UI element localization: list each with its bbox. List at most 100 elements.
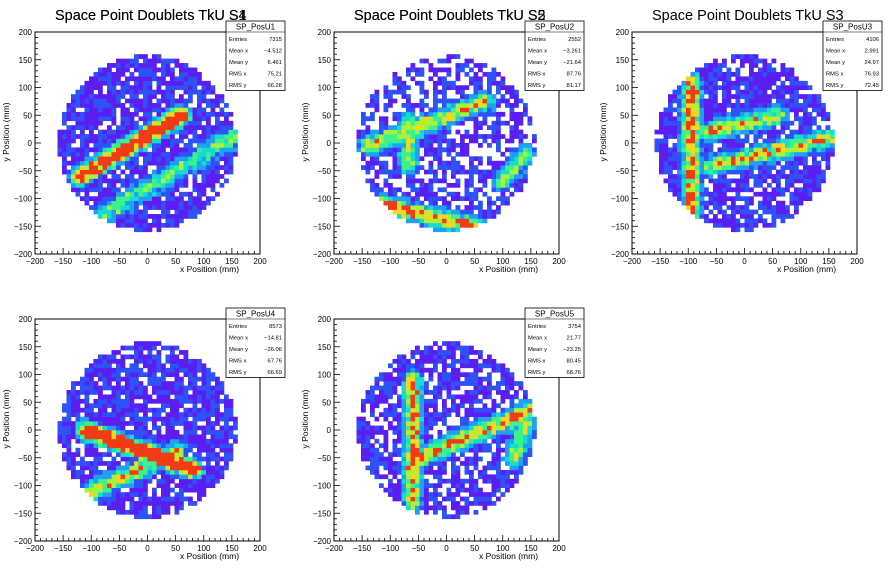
- heatmap-cell: [419, 98, 425, 104]
- heatmap-cell: [758, 76, 763, 82]
- heatmap-cell: [424, 425, 429, 431]
- heatmap-cell: [419, 381, 425, 386]
- heatmap-cell: [84, 461, 90, 466]
- heatmap-cell: [455, 107, 461, 113]
- heatmap-cell: [388, 465, 393, 471]
- heatmap-cell: [179, 76, 184, 82]
- heatmap-cell: [410, 372, 416, 378]
- heatmap-cell: [84, 147, 90, 153]
- heatmap-cell: [514, 134, 519, 139]
- heatmap-cell: [224, 407, 229, 413]
- heatmap-cell: [192, 358, 198, 364]
- heatmap-cell: [419, 416, 425, 422]
- stats-value: −4.512: [264, 49, 282, 55]
- heatmap-cell: [224, 461, 229, 466]
- heatmap-cell: [165, 381, 171, 386]
- heatmap-cell: [762, 205, 768, 210]
- heatmap-cell: [487, 143, 492, 148]
- heatmap-cell: [451, 107, 456, 113]
- heatmap-cell: [192, 214, 198, 219]
- heatmap-cell: [776, 191, 781, 197]
- heatmap-cell: [776, 111, 781, 117]
- heatmap-cell: [138, 103, 144, 108]
- heatmap-cell: [731, 120, 736, 126]
- heatmap-cell: [111, 98, 117, 104]
- heatmap-cell: [165, 372, 171, 378]
- heatmap-cell: [695, 134, 700, 139]
- heatmap-cell: [789, 89, 795, 95]
- heatmap-cell: [84, 487, 90, 493]
- heatmap-cell: [762, 116, 768, 122]
- heatmap-cell: [143, 174, 148, 179]
- heatmap-cell: [771, 120, 777, 126]
- chart-title: Space Point Doublets TkU S3: [652, 8, 844, 24]
- heatmap-cell: [668, 98, 673, 104]
- heatmap-cell: [210, 196, 216, 202]
- heatmap-cell: [491, 138, 497, 144]
- heatmap-cell: [361, 452, 366, 457]
- heatmap-cell: [147, 461, 153, 466]
- heatmap-cell: [147, 103, 153, 108]
- heatmap-cell: [677, 129, 682, 135]
- heatmap-cell: [80, 160, 85, 166]
- heatmap-cell: [224, 398, 229, 404]
- heatmap-cell: [111, 425, 117, 431]
- heatmap-cell: [713, 67, 718, 73]
- heatmap-cell: [401, 403, 407, 409]
- y-tick-label: 200: [19, 315, 33, 324]
- heatmap-cell: [437, 178, 443, 184]
- heatmap-cell: [518, 174, 524, 179]
- heatmap-cell: [57, 151, 63, 157]
- heatmap-cell: [138, 98, 144, 104]
- heatmap-cell: [753, 71, 759, 77]
- heatmap-cell: [80, 474, 85, 480]
- heatmap-cell: [156, 505, 162, 511]
- heatmap-cell: [825, 138, 831, 144]
- heatmap-cell: [455, 67, 461, 73]
- heatmap-cell: [487, 200, 492, 206]
- heatmap-cell: [75, 421, 81, 426]
- heatmap-cell: [370, 443, 375, 449]
- heatmap-cell: [116, 89, 121, 95]
- heatmap-cell: [708, 94, 714, 99]
- heatmap-cell: [419, 372, 425, 378]
- heatmap-cell: [134, 89, 139, 95]
- heatmap-cell: [785, 160, 790, 166]
- heatmap-cell: [410, 407, 416, 413]
- heatmap-cell: [174, 398, 180, 404]
- heatmap-cell: [93, 390, 99, 395]
- heatmap-cell: [219, 125, 225, 130]
- heatmap-cell: [419, 358, 425, 364]
- heatmap-cell: [143, 94, 148, 99]
- heatmap-cell: [192, 474, 198, 480]
- heatmap-cell: [170, 452, 175, 457]
- heatmap-cell: [383, 407, 389, 413]
- heatmap-cell: [179, 505, 184, 511]
- heatmap-cell: [370, 151, 375, 157]
- heatmap-cell: [374, 134, 380, 139]
- heatmap-cell: [758, 116, 763, 122]
- heatmap-cell: [165, 156, 171, 162]
- heatmap-cell: [206, 385, 211, 391]
- heatmap-cell: [776, 76, 781, 82]
- heatmap-cell: [370, 182, 375, 188]
- heatmap-cell: [147, 514, 153, 520]
- heatmap-cell: [228, 425, 234, 431]
- heatmap-cell: [473, 94, 479, 99]
- heatmap-cell: [210, 403, 216, 409]
- heatmap-cell: [138, 143, 144, 148]
- heatmap-cell: [410, 116, 416, 122]
- heatmap-cell: [735, 138, 741, 144]
- heatmap-cell: [785, 85, 790, 91]
- heatmap-cell: [668, 147, 673, 153]
- heatmap-cell: [776, 209, 781, 215]
- heatmap-cell: [406, 178, 411, 184]
- heatmap-cell: [143, 182, 148, 188]
- heatmap-cell: [803, 143, 808, 148]
- heatmap-cell: [188, 165, 193, 170]
- heatmap-cell: [134, 80, 139, 86]
- heatmap-cell: [659, 129, 664, 135]
- heatmap-cell: [89, 487, 94, 493]
- heatmap-cell: [107, 376, 112, 382]
- heatmap-cell: [129, 483, 135, 489]
